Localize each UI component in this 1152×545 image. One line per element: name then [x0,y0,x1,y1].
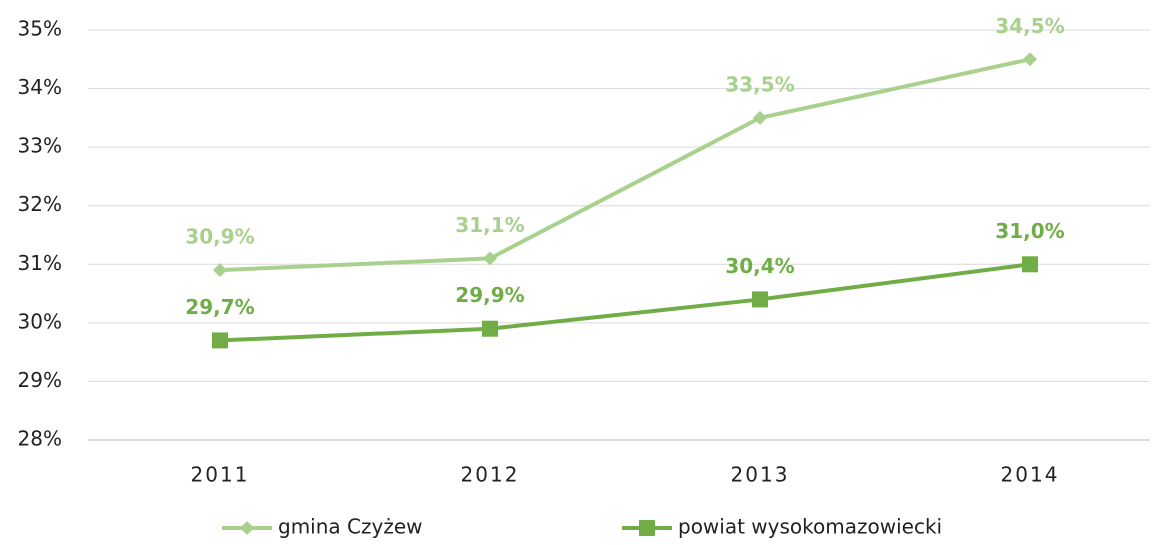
legend-label: powiat wysokomazowiecki [678,515,942,539]
data-label: 29,7% [185,295,254,319]
y-tick-label: 32% [18,192,62,216]
data-label: 31,1% [455,213,524,237]
data-label: 30,9% [185,225,254,249]
data-label: 33,5% [725,72,794,96]
data-point [482,320,498,337]
x-tick-label: 2012 [461,463,520,487]
series-line [219,262,1031,343]
data-label: 30,4% [725,254,794,278]
data-point [212,332,228,349]
legend-marker [240,521,254,535]
data-point [1022,256,1038,273]
legend-label: gmina Czyżew [278,515,422,539]
data-point [753,110,767,125]
x-tick-label: 2014 [1001,463,1060,487]
legend-marker [639,520,655,536]
data-point [1023,52,1037,67]
series-line [219,57,1031,273]
x-tick-label: 2013 [731,463,790,487]
y-tick-label: 35% [18,17,62,41]
data-point [752,291,768,308]
y-tick-label: 30% [18,309,62,333]
y-tick-label: 31% [18,251,62,275]
x-tick-label: 2011 [191,463,250,487]
data-point [483,251,497,266]
data-label: 31,0% [995,219,1064,243]
y-tick-label: 29% [18,368,62,392]
data-label: 34,5% [995,14,1064,38]
y-tick-label: 28% [18,427,62,451]
data-label: 29,9% [455,283,524,307]
data-point [213,263,227,278]
y-tick-label: 33% [18,134,62,158]
y-tick-label: 34% [18,75,62,99]
